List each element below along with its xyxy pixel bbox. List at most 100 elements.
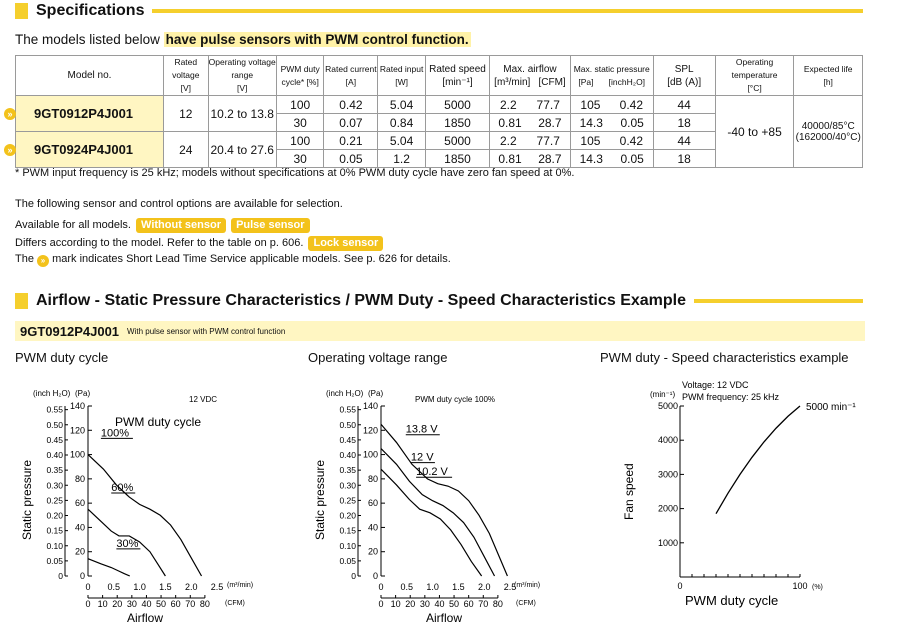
- airflow-cell: 0.81 28.7: [489, 113, 571, 132]
- header-rated-current-label: Rated current: [325, 63, 377, 74]
- speed-cell: 1850: [424, 149, 491, 168]
- header-rated-speed-unit: [min⁻¹]: [442, 76, 473, 88]
- end-label: 5000 min⁻¹: [806, 402, 856, 413]
- x-tick-label-cfm: 80: [493, 599, 503, 609]
- header-life: Expected life [h]: [793, 55, 863, 96]
- header-model: Model no.: [14, 55, 165, 96]
- x-unit-m3: (m³/min): [514, 582, 540, 589]
- x-axis-label: PWM duty cycle: [685, 593, 778, 608]
- y-tick-label-pa: 80: [368, 474, 378, 484]
- series-label: 10.2 V: [416, 466, 448, 478]
- x-tick-label-cfm: 10: [98, 599, 108, 609]
- header-op-temp-unit: [°C]: [747, 83, 762, 93]
- x-tick-label-m3: 1.5: [452, 582, 465, 592]
- y-tick-label-pa: 40: [368, 522, 378, 532]
- y-tick-label-inch: 0: [58, 571, 63, 581]
- header-operating-voltage-label: Operating voltage range: [208, 57, 276, 80]
- airflow-m3: 0.81: [498, 115, 522, 130]
- airflow-m3: 2.2: [500, 97, 517, 112]
- short-lead-time-mark-icon: »: [4, 143, 16, 156]
- y-tick-label-inch: 0.10: [339, 541, 356, 551]
- pulse-sensor-tag: Pulse sensor: [231, 218, 310, 233]
- chart1-title: PWM duty cycle: [15, 350, 109, 365]
- speed-cell: 1850: [424, 113, 491, 132]
- specifications-title: Specifications: [36, 2, 145, 19]
- chart-pwm-duty-cycle: (inch H₂O) (Pa) 12 VDC Static pressure A…: [20, 389, 253, 625]
- y-tick-label-inch: 0.55: [46, 405, 63, 415]
- static-pa: 105: [580, 133, 601, 148]
- header-rated-voltage-unit: [V]: [180, 83, 191, 93]
- y-tick-label-inch: 0.05: [339, 556, 356, 566]
- y-tick-label-inch: 0.45: [339, 435, 356, 445]
- model-number: 9GT0924P4J001: [34, 142, 134, 157]
- mark-suffix: mark indicates Short Lead Time Service a…: [52, 253, 451, 265]
- header-static-unit-inch: [inchH₂O]: [608, 76, 646, 87]
- y-tick-label-inch: 0.30: [339, 480, 356, 490]
- header-life-unit: [h]: [823, 76, 833, 87]
- airflow-cell: 2.2 77.7: [489, 95, 571, 114]
- x-unit-cfm: (CFM): [225, 600, 245, 607]
- header-op-temp-label: Operating temperature: [731, 57, 778, 80]
- speed-cell: 5000: [424, 95, 491, 114]
- section-marker: [15, 293, 28, 309]
- x-tick-label-cfm: 50: [156, 599, 166, 609]
- input-cell: 5.04: [377, 95, 426, 114]
- y-axis-label: Fan speed: [622, 463, 636, 520]
- airflow-m3: 2.2: [500, 133, 517, 148]
- mark-prefix: The: [15, 253, 34, 265]
- series-label: 100%: [101, 427, 129, 439]
- chart2-title: Operating voltage range: [308, 350, 448, 365]
- speed-line: [715, 405, 801, 515]
- operating-voltage-cell: 10.2 to 13.8: [207, 95, 277, 132]
- mark-legend: The » mark indicates Short Lead Time Ser…: [15, 251, 451, 267]
- y-tick-label-inch: 0: [351, 571, 356, 581]
- x-tick-label-m3: 2.5: [211, 582, 224, 592]
- y-tick-label-pa: 0: [80, 571, 85, 581]
- header-operating-voltage: Operating voltage range [V]: [207, 55, 277, 96]
- table-row: 30 0.05 1.2 1850 0.81 28.7 14.3 0.05 18: [16, 149, 863, 168]
- y-tick-label-pa: 40: [75, 522, 85, 532]
- model-bar-subtitle: With pulse sensor with PWM control funct…: [127, 326, 286, 336]
- x-tick-label-cfm: 50: [449, 599, 459, 609]
- y-unit-pa: (Pa): [368, 389, 383, 398]
- specifications-header: Specifications: [15, 2, 863, 20]
- model-bar-number: 9GT0912P4J001: [20, 323, 120, 339]
- y-unit-inch: (inch H₂O): [326, 389, 364, 398]
- x-tick-label-cfm: 60: [464, 599, 474, 609]
- y-tick-label-pa: 140: [363, 401, 378, 411]
- specifications-table: Model no. Rated voltage [V] Operating vol…: [4, 55, 863, 168]
- duty-cell: 30: [275, 113, 325, 132]
- series-label: 30%: [116, 538, 138, 550]
- spl-cell: 44: [652, 95, 716, 114]
- short-lead-time-icon: »: [37, 255, 50, 267]
- header-max-static: Max. static pressure [Pa] [inchH₂O]: [569, 55, 654, 96]
- y-tick-label-pa: 0: [373, 571, 378, 581]
- header-rated-current: Rated current [A]: [323, 55, 379, 96]
- without-sensor-tag: Without sensor: [136, 218, 226, 233]
- rated-voltage-cell: 12: [163, 95, 209, 132]
- x-tick-label: 100: [792, 581, 807, 591]
- plot-area: 1000 2000 3000 4000 5000 0 100: [658, 401, 808, 591]
- specifications-intro: The models listed below have pulse senso…: [15, 32, 471, 47]
- y-tick-label-inch: 0.20: [46, 511, 63, 521]
- y-tick-label-inch: 0.20: [339, 511, 356, 521]
- y-tick-label: 4000: [658, 435, 678, 445]
- table-header-row: Model no. Rated voltage [V] Operating vol…: [14, 55, 863, 96]
- header-max-airflow: Max. airflow [m³/min] [CFM]: [489, 55, 571, 96]
- input-cell: 0.84: [377, 113, 426, 132]
- y-tick-label-pa: 100: [70, 450, 85, 460]
- y-tick-label-pa: 20: [75, 547, 85, 557]
- duty-cell: 100: [275, 131, 325, 150]
- header-pwm-duty-unit: cycle* [%]: [281, 76, 319, 87]
- chart-pwm-speed: (min⁻¹) Voltage: 12 VDC PWM frequency: 2…: [622, 380, 856, 608]
- x-tick-label-cfm: 0: [85, 599, 90, 609]
- input-cell: 1.2: [377, 149, 426, 168]
- life-value-1: 40000/85°C: [801, 120, 855, 132]
- spl-cell: 44: [652, 131, 716, 150]
- y-tick-label-inch: 0.15: [339, 526, 356, 536]
- y-tick-label-inch: 0.15: [46, 526, 63, 536]
- x-tick-label-cfm: 30: [127, 599, 137, 609]
- series-label: 12 V: [411, 452, 434, 464]
- y-tick-label-inch: 0.55: [339, 405, 356, 415]
- header-spl-label: SPL: [674, 63, 694, 75]
